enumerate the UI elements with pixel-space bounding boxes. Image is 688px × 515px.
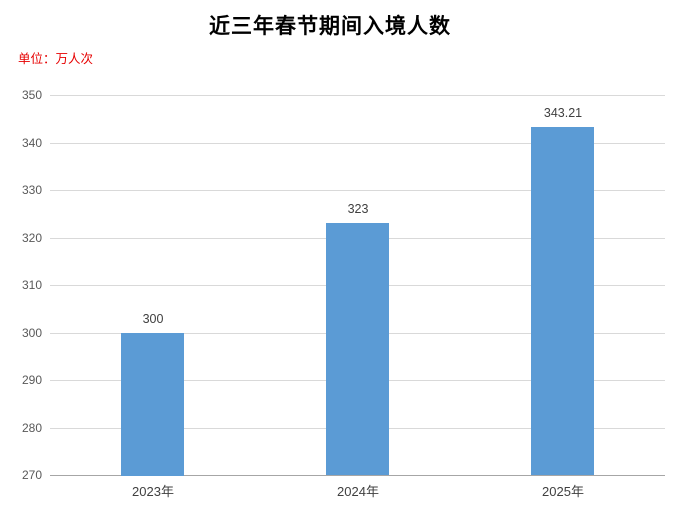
chart-title: 近三年春节期间入境人数 <box>209 14 451 38</box>
gridline <box>50 95 665 96</box>
bar-value-label: 300 <box>142 312 164 326</box>
y-tick-label: 270 <box>21 468 42 482</box>
bar-value-label: 323 <box>347 202 369 216</box>
y-tick-label: 280 <box>21 421 42 435</box>
y-tick-label: 320 <box>21 231 42 245</box>
bar <box>326 223 389 475</box>
x-axis-line <box>50 475 665 476</box>
y-tick-label: 290 <box>21 373 42 387</box>
bar <box>121 333 184 476</box>
gridline <box>50 143 665 144</box>
x-tick-label: 2025年 <box>542 484 584 499</box>
unit-label: 单位：万人次 <box>18 52 94 66</box>
y-tick-label: 330 <box>21 183 42 197</box>
bar-value-label: 343.21 <box>543 106 583 120</box>
x-tick-label: 2024年 <box>337 484 379 499</box>
y-tick-label: 300 <box>21 326 42 340</box>
gridline <box>50 190 665 191</box>
bar <box>531 127 594 475</box>
y-tick-label: 350 <box>21 88 42 102</box>
y-tick-label: 340 <box>21 136 42 150</box>
y-tick-label: 310 <box>21 278 42 292</box>
x-tick-label: 2023年 <box>132 484 174 499</box>
